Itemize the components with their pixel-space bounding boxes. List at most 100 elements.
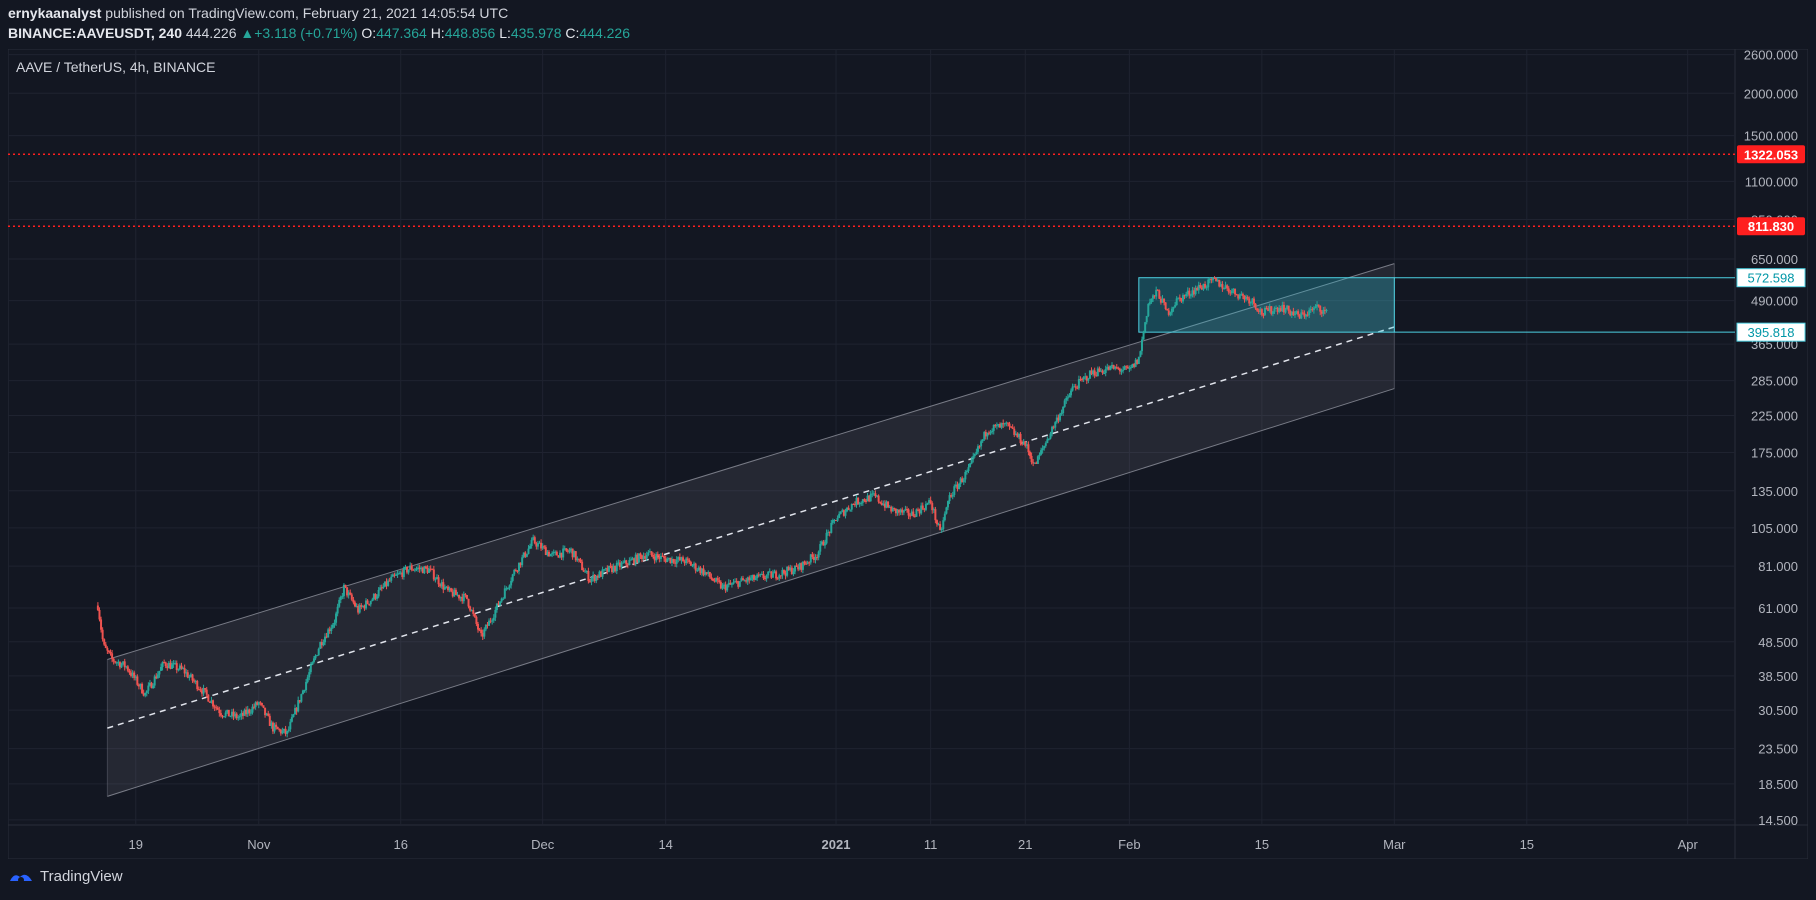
candle-body	[1032, 462, 1035, 464]
candle-body	[655, 554, 658, 561]
candle-body	[677, 557, 680, 560]
candle-body	[216, 707, 219, 710]
candle-body	[153, 676, 156, 686]
candle-body	[1199, 285, 1202, 288]
candle-body	[1145, 316, 1148, 323]
candle-body	[669, 557, 672, 563]
candle-body	[877, 495, 880, 502]
candle-body	[178, 665, 181, 670]
candle-body	[513, 569, 516, 575]
candle-body	[167, 662, 170, 669]
time-axis[interactable]: 19 Nov 16 Dec 14 2021 11 21 Feb 15 Mar 15 Apr	[129, 837, 1699, 852]
candle-body	[749, 578, 752, 581]
candle-body	[823, 543, 826, 546]
candle-body	[122, 661, 125, 665]
candle-body	[880, 502, 883, 506]
candle-body	[611, 566, 614, 573]
candle-body	[1317, 304, 1320, 306]
candle-body	[287, 729, 290, 732]
candle-body	[267, 713, 270, 716]
candle-body	[420, 567, 423, 570]
candle-body	[1099, 370, 1102, 372]
price-axis[interactable]: 14.500 18.500 23.500 30.500 38.500 48.500 61.0…	[1744, 48, 1798, 828]
candle-body	[1278, 308, 1281, 312]
time-tick-label: Dec	[531, 837, 555, 852]
candle-body	[1224, 285, 1227, 289]
candle-body	[664, 558, 667, 563]
time-tick-label: 11	[924, 837, 938, 852]
candle-body	[358, 605, 361, 613]
candle-body	[418, 567, 421, 570]
candle-body	[573, 551, 576, 558]
price-chart[interactable]: 14.500 18.500 23.500 30.500 38.500 48.500 61.0…	[7, 48, 1809, 860]
footer-brand[interactable]: TradingView	[8, 868, 123, 885]
candle-body	[1303, 313, 1306, 317]
candle-body	[215, 707, 218, 709]
candle-body	[152, 685, 155, 689]
box-price-tag	[1736, 322, 1806, 342]
candle-body	[1245, 296, 1248, 300]
candle-body	[103, 639, 106, 645]
candle-body	[177, 669, 180, 671]
chart-legend-title: AAVE / TetherUS, 4h, BINANCE	[16, 59, 215, 75]
candle-body	[633, 558, 636, 564]
author-name[interactable]: ernykaanalyst	[8, 5, 102, 21]
candle-body	[1270, 306, 1273, 314]
candle-body	[713, 580, 716, 582]
candle-body	[797, 566, 800, 570]
candle-body	[424, 566, 427, 569]
candle-body	[158, 670, 161, 675]
candle-body	[999, 424, 1002, 428]
candle-body	[964, 471, 967, 480]
candle-body	[1323, 309, 1326, 311]
candle-body	[905, 508, 908, 510]
price-tick-label: 225.000	[1751, 408, 1798, 423]
candle-body	[549, 554, 552, 557]
box-price-label: 572.598	[1748, 271, 1795, 286]
candle-body	[787, 566, 790, 571]
candle-body	[838, 513, 841, 518]
candle-body	[525, 553, 528, 557]
candle-body	[284, 728, 287, 734]
candle-body	[887, 501, 890, 508]
candle-body	[869, 493, 872, 502]
candle-body	[1019, 433, 1022, 444]
candle-body	[961, 478, 964, 483]
candle-body	[1017, 433, 1020, 438]
candle-body	[1227, 288, 1230, 293]
candle-body	[858, 503, 861, 505]
time-tick-label: 2021	[822, 837, 851, 852]
price-tick-label: 105.000	[1751, 521, 1798, 536]
candle-body	[1022, 441, 1025, 445]
candle-body	[1128, 367, 1131, 369]
candle-body	[929, 500, 932, 504]
candle-body	[937, 524, 940, 526]
candle-body	[461, 596, 464, 602]
candle-body	[1322, 309, 1325, 314]
candle-body	[1181, 295, 1184, 302]
candle-body	[481, 633, 484, 637]
candle-body	[1191, 290, 1194, 296]
candle-body	[924, 504, 927, 510]
symbol-label[interactable]: BINANCE:AAVEUSDT, 240	[8, 25, 182, 41]
candle-body	[705, 572, 708, 574]
candle-body	[383, 581, 386, 587]
candle-body	[305, 681, 308, 691]
candle-body	[486, 624, 489, 626]
candle-body	[641, 555, 644, 560]
candle-body	[1109, 365, 1112, 370]
chart-area[interactable]: 14.500 18.500 23.500 30.500 38.500 48.500 61.0…	[7, 48, 1809, 860]
candle-body	[1200, 287, 1203, 290]
candle-body	[125, 666, 128, 668]
candle-body	[259, 702, 262, 704]
candle-body	[800, 563, 803, 570]
box-price-label: 395.818	[1748, 325, 1795, 340]
candle-body	[689, 562, 692, 566]
range-box[interactable]	[1138, 277, 1735, 333]
candle-body	[612, 565, 615, 573]
channel-fill	[107, 263, 1395, 797]
candle-body	[1076, 387, 1079, 389]
candle-body	[1319, 305, 1322, 312]
candle-body	[600, 571, 603, 577]
candle-body	[428, 568, 431, 573]
